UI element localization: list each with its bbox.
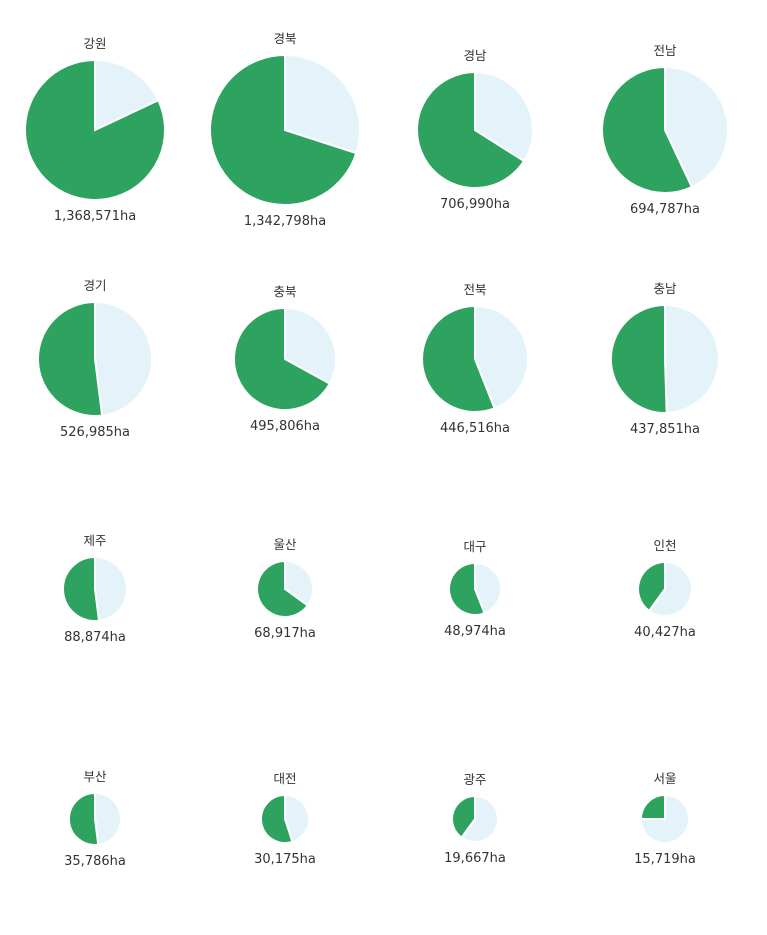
region-title: 부산 [83,769,107,784]
forest-slice[interactable] [62,555,101,622]
area-label: 446,516ha [440,421,510,436]
other-slice[interactable] [647,560,694,617]
forest-slice[interactable] [233,306,332,411]
forest-slice[interactable] [67,791,100,846]
region-title: 서울 [653,771,676,786]
region-title: 전남 [653,43,677,58]
pie-13: 대전 30,175ha [254,771,316,867]
region-title: 충남 [653,281,677,296]
forest-slice[interactable] [24,58,166,201]
forest-slice[interactable] [609,303,668,414]
other-slice[interactable] [94,58,160,132]
area-label: 1,368,571ha [54,209,136,224]
area-label: 437,851ha [630,422,700,437]
forest-slice[interactable] [601,65,694,194]
pie-0: 강원 1,368,571ha [24,36,166,224]
pie-2: 경남 706,990ha [416,48,534,212]
forest-slice[interactable] [448,561,486,616]
other-slice[interactable] [94,555,129,622]
area-label: 35,786ha [64,854,126,869]
other-slice[interactable] [284,306,337,385]
region-title: 충북 [273,284,296,299]
area-label: 706,990ha [440,197,510,212]
pie-3: 전남 694,787ha [601,43,729,217]
area-label: 1,342,798ha [244,214,326,229]
forest-slice[interactable] [416,70,526,189]
other-slice[interactable] [474,561,502,615]
pie-12: 부산 35,786ha [64,769,126,869]
other-slice[interactable] [284,793,310,844]
region-title: 대전 [273,771,296,786]
forest-slice[interactable] [451,794,476,840]
region-title: 강원 [83,36,106,51]
area-label: 30,175ha [254,852,316,867]
pie-4: 경기 526,985ha [37,278,153,440]
region-title: 광주 [463,772,486,787]
other-slice[interactable] [664,303,720,415]
other-slice[interactable] [94,300,153,417]
region-title: 대구 [463,539,486,554]
pie-7: 충남 437,851ha [609,281,720,437]
forest-slice[interactable] [639,793,666,820]
area-label: 19,667ha [444,851,506,866]
region-title: 경기 [83,278,106,293]
other-slice[interactable] [284,559,314,607]
region-title: 전북 [463,282,486,297]
area-label: 40,427ha [634,625,696,640]
other-slice[interactable] [474,304,529,410]
forest-slice[interactable] [637,560,666,613]
area-label: 88,874ha [64,630,126,645]
pie-1: 경북 1,342,798ha [209,31,361,229]
pie-9: 울산 68,917ha [254,537,316,641]
forest-slice[interactable] [260,793,294,844]
pie-11: 인천 40,427ha [634,538,696,640]
forest-slice[interactable] [256,559,310,618]
region-title: 경남 [463,48,487,63]
other-slice[interactable] [460,794,499,843]
pie-14: 광주 19,667ha [444,772,506,866]
area-label: 495,806ha [250,419,320,434]
other-slice[interactable] [284,53,361,155]
forest-slice[interactable] [421,304,496,413]
other-slice[interactable] [639,793,690,844]
region-title: 제주 [83,533,106,548]
pie-10: 대구 48,974ha [444,539,506,639]
region-title: 울산 [273,537,297,552]
other-slice[interactable] [94,791,122,846]
area-label: 694,787ha [630,202,700,217]
pie-8: 제주 88,874ha [62,533,129,645]
area-label: 526,985ha [60,425,130,440]
area-label: 15,719ha [634,852,696,867]
area-label: 48,974ha [444,624,506,639]
pie-5: 충북 495,806ha [233,284,337,434]
region-title: 인천 [653,538,676,553]
forest-slice[interactable] [209,53,358,206]
pie-15: 서울 15,719ha [634,771,696,867]
area-label: 68,917ha [254,626,316,641]
region-title: 경북 [273,31,296,46]
forest-slice[interactable] [37,300,104,417]
pie-6: 전북 446,516ha [421,282,529,436]
other-slice[interactable] [664,65,729,189]
